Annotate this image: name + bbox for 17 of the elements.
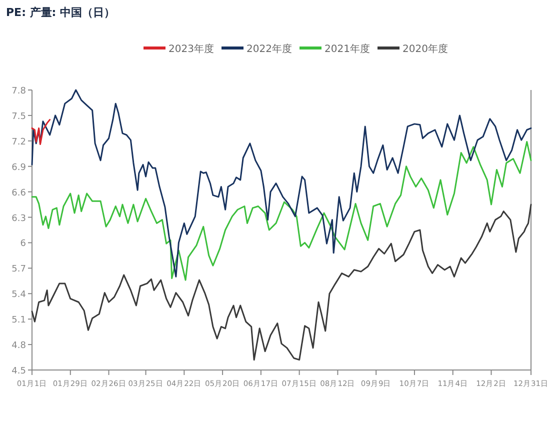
y-tick-label: 4.5	[12, 366, 26, 376]
y-tick-label: 7.2	[12, 137, 26, 148]
y-tick-label: 4.8	[12, 341, 26, 352]
legend-label: 2023年度	[168, 43, 214, 55]
y-tick-label: 6.6	[12, 188, 26, 198]
y-tick-label: 7.5	[12, 112, 26, 122]
legend-label: 2020年度	[402, 43, 448, 55]
legend-label: 2022年度	[246, 43, 292, 55]
y-tick-label: 5.7	[12, 264, 26, 275]
legend-label: 2021年度	[324, 43, 370, 55]
y-tick-label: 6.9	[12, 162, 26, 173]
y-tick-label: 7.8	[12, 86, 26, 96]
y-tick-label: 6.3	[12, 214, 26, 224]
y-tick-label: 6	[20, 239, 26, 250]
y-tick-label: 5.1	[12, 316, 26, 326]
chart-title: PE: 产量: 中国（日）	[6, 6, 116, 19]
y-tick-label: 5.4	[12, 290, 26, 300]
